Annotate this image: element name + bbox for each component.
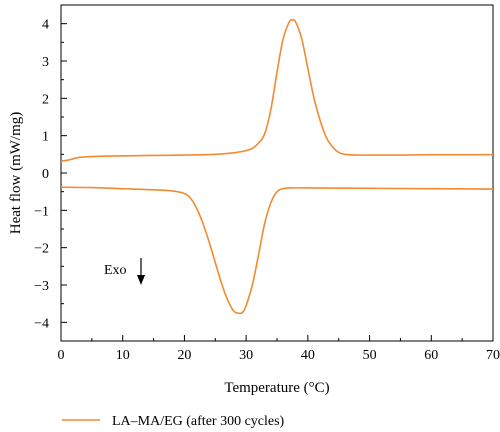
y-axis-tick-labels: 4 3 2 1 0 −1 −2 −3 −4 [34,18,49,332]
x-axis-ticks [60,335,494,341]
y-tick-label: −1 [34,204,49,219]
x-tick-label: 0 [58,348,65,363]
x-tick-label: 50 [363,348,377,363]
x-tick-label: 60 [424,348,438,363]
x-axis-title: Temperature (°C) [224,380,329,396]
y-tick-label: −3 [34,279,49,294]
x-tick-label: 30 [239,348,253,363]
y-tick-label: −4 [34,316,49,331]
y-tick-label: 2 [42,92,49,107]
x-tick-label: 40 [301,348,315,363]
series-line-cooling [60,186,494,315]
legend-label: LA–MA/EG (after 300 cycles) [112,414,285,429]
exo-arrow-icon [137,258,145,285]
y-axis-ticks [61,4,67,342]
plot-frame-group [60,4,494,342]
y-tick-label: 0 [42,167,49,182]
plot-frame [60,4,494,342]
y-tick-label: 1 [42,130,49,145]
y-tick-label: −2 [34,242,49,257]
y-axis-title: Heat flow (mW/mg) [8,112,24,234]
x-axis-tick-labels: 0 10 20 30 40 50 60 70 [58,348,500,363]
exo-annotation: Exo [104,263,127,278]
legend: LA–MA/EG (after 300 cycles) [62,414,285,429]
x-tick-label: 70 [486,348,500,363]
x-tick-label: 10 [116,348,130,363]
series-group [60,18,494,315]
x-tick-label: 20 [177,348,191,363]
y-tick-label: 4 [42,18,49,33]
y-tick-label: 3 [42,55,49,70]
series-line-heating [60,18,493,162]
